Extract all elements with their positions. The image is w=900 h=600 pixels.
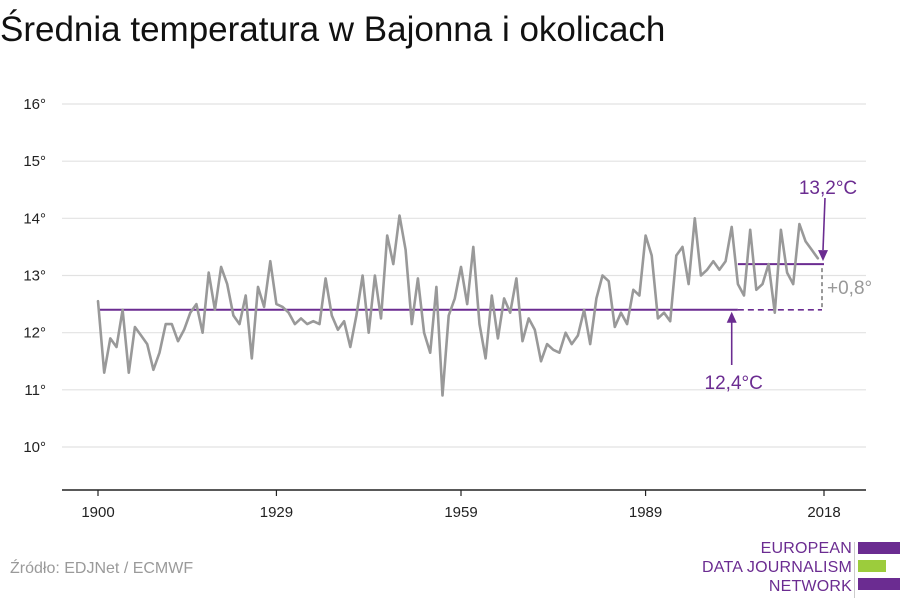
recent-arrow-shaft — [822, 197, 826, 251]
x-axis: 1900 1929 1959 1989 2018 — [62, 489, 866, 521]
y-tick-label: 12° — [23, 325, 46, 342]
y-tick-label: 16° — [23, 96, 46, 113]
y-tick-label: 14° — [23, 210, 46, 227]
y-tick-label: 10° — [23, 439, 46, 456]
logo-line-1: EUROPEAN — [760, 540, 852, 557]
logo-bar-1 — [858, 542, 900, 554]
temperature-line-chart: 10° 11° 12° 13° 14° 15° 16° 1900 1929 1959 1989 20… — [23, 96, 873, 521]
series-layer — [96, 214, 820, 397]
recent-arrow-head — [818, 250, 828, 262]
source-note: Źródło: EDJNet / ECMWF — [10, 560, 194, 577]
logo-line-2: DATA JOURNALISM — [702, 559, 852, 576]
x-tick-label: 2018 — [807, 504, 840, 521]
x-tick-label: 1900 — [81, 504, 114, 521]
temperature-series-line — [96, 214, 820, 397]
x-tick-label: 1989 — [629, 504, 662, 521]
logo-bar-2 — [858, 560, 886, 572]
edjnet-logo: EUROPEAN DATA JOURNALISM NETWORK — [702, 538, 900, 598]
baseline-arrow-head — [726, 311, 737, 323]
logo-line-3: NETWORK — [768, 578, 852, 595]
page-title: Średnia temperatura w Bajonna i okolicac… — [0, 10, 666, 49]
y-tick-label: 11° — [24, 382, 46, 399]
x-tick-label: 1959 — [444, 504, 477, 521]
y-axis-ticks: 10° 11° 12° 13° 14° 15° 16° — [23, 96, 46, 456]
baseline-value-label: 12,4°C — [705, 373, 763, 394]
annotation-labels: 12,4°C 13,2°C +0,8° — [705, 178, 873, 394]
y-tick-label: 15° — [23, 153, 46, 170]
gridlines — [62, 103, 866, 448]
x-tick-label: 1929 — [260, 504, 293, 521]
y-tick-label: 13° — [23, 268, 46, 285]
recent-value-label: 13,2°C — [799, 178, 857, 199]
difference-label: +0,8° — [827, 278, 872, 299]
logo-bar-3 — [858, 578, 900, 590]
logo-divider — [854, 542, 855, 598]
